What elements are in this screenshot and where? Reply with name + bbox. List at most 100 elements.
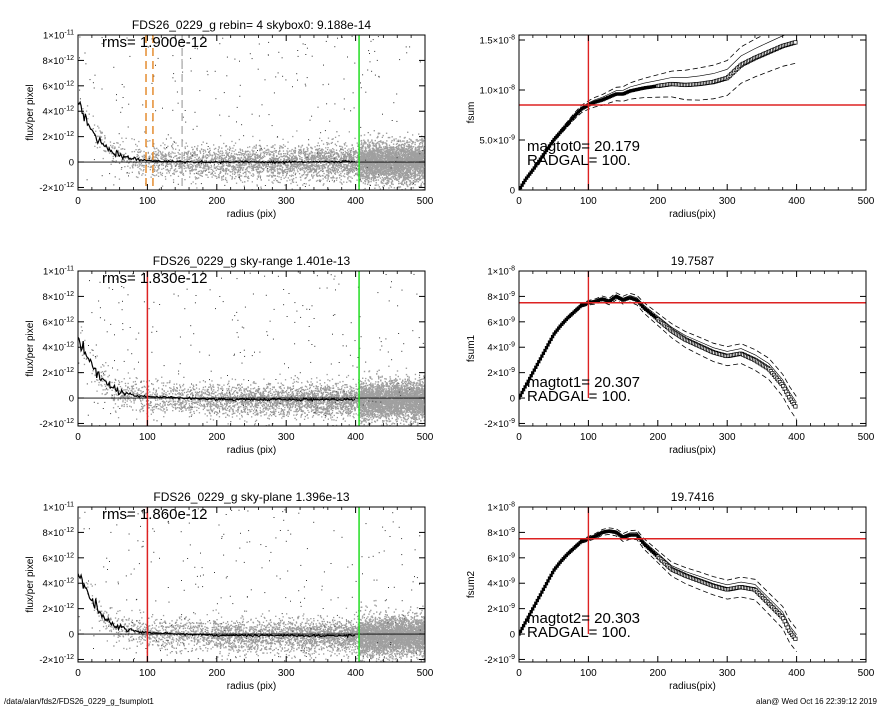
- scatter-point: [210, 158, 213, 160]
- scatter-point: [177, 175, 180, 177]
- scatter-point: [217, 153, 219, 156]
- scatter-point: [422, 140, 424, 143]
- scatter-point: [362, 166, 364, 168]
- scatter-point: [273, 179, 275, 182]
- scatter-point: [260, 158, 262, 160]
- scatter-point: [173, 170, 175, 172]
- scatter-point: [189, 156, 191, 158]
- scatter-point: [292, 164, 294, 166]
- scatter-point: [278, 171, 280, 174]
- scatter-point: [332, 171, 335, 173]
- scatter-point: [378, 165, 380, 168]
- scatter-point: [226, 164, 228, 166]
- scatter-point: [385, 153, 387, 155]
- scatter-point: [316, 174, 318, 177]
- scatter-point: [239, 163, 242, 165]
- scatter-point: [409, 148, 411, 150]
- scatter-point: [234, 149, 237, 151]
- scatter-point: [212, 160, 214, 162]
- scatter-point: [399, 182, 401, 184]
- scatter-point: [343, 168, 345, 171]
- scatter-point: [340, 164, 342, 166]
- scatter-point: [253, 158, 256, 161]
- scatter-point: [198, 157, 200, 159]
- scatter-point: [252, 153, 255, 155]
- scatter-point: [291, 179, 294, 181]
- scatter-point: [122, 154, 124, 156]
- scatter-point: [324, 158, 326, 161]
- scatter-point: [421, 144, 424, 146]
- scatter-point: [193, 159, 195, 161]
- scatter-point: [374, 177, 377, 179]
- scatter-point: [323, 152, 325, 154]
- scatter-point: [318, 145, 320, 147]
- scatter-point: [153, 164, 155, 166]
- scatter-point: [347, 164, 350, 166]
- scatter-point: [381, 153, 384, 155]
- scatter-point: [137, 149, 140, 151]
- scatter-point: [407, 157, 409, 159]
- scatter-point: [338, 165, 340, 167]
- scatter-point: [321, 166, 323, 168]
- scatter-point: [361, 166, 363, 169]
- scatter-point: [415, 158, 417, 160]
- scatter-point: [191, 146, 193, 148]
- scatter-point: [131, 171, 133, 173]
- scatter-point: [326, 163, 328, 165]
- scatter-point: [411, 147, 413, 150]
- scatter-point: [253, 169, 255, 171]
- scatter-point: [131, 151, 133, 153]
- scatter-point: [121, 148, 124, 150]
- scatter-point: [350, 153, 352, 156]
- scatter-point: [410, 173, 412, 175]
- scatter-point: [235, 182, 238, 184]
- scatter-point: [161, 174, 163, 177]
- scatter-point: [135, 143, 137, 146]
- scatter-point: [379, 167, 381, 170]
- scatter-point: [239, 175, 241, 177]
- scatter-point: [202, 155, 205, 157]
- scatter-point: [133, 161, 135, 164]
- scatter-point: [354, 156, 356, 158]
- scatter-point: [263, 167, 265, 170]
- scatter-point: [324, 160, 326, 162]
- scatter-point: [222, 175, 225, 177]
- scatter-point: [149, 169, 151, 171]
- scatter-point: [359, 157, 361, 159]
- scatter-point: [216, 177, 218, 179]
- scatter-point: [187, 152, 189, 154]
- scatter-point: [201, 156, 204, 159]
- scatter-point: [393, 169, 395, 172]
- scatter-point: [169, 158, 171, 161]
- scatter-point: [260, 166, 263, 168]
- scatter-point: [378, 143, 380, 145]
- scatter-point: [243, 155, 245, 157]
- scatter-point: [306, 174, 308, 176]
- scatter-point: [191, 167, 193, 169]
- scatter-point: [190, 166, 192, 168]
- scatter-point: [233, 150, 235, 153]
- scatter-point: [344, 155, 346, 157]
- scatter-point: [113, 160, 115, 163]
- scatter-point: [249, 158, 252, 161]
- scatter-point: [357, 158, 359, 160]
- scatter-point: [160, 162, 163, 164]
- scatter-point: [189, 171, 191, 173]
- scatter-point: [228, 151, 230, 154]
- scatter-point: [213, 151, 215, 154]
- scatter-point: [267, 159, 270, 162]
- scatter-point: [255, 159, 257, 161]
- scatter-point: [258, 171, 260, 173]
- scatter-point: [202, 162, 204, 164]
- scatter-point: [353, 170, 355, 172]
- scatter-point: [116, 142, 118, 144]
- scatter-point: [167, 145, 169, 147]
- scatter-point: [366, 156, 368, 158]
- scatter-point: [328, 151, 330, 153]
- scatter-point: [293, 157, 295, 160]
- scatter-point: [291, 167, 294, 169]
- scatter-point: [347, 168, 349, 170]
- scatter-point: [241, 163, 243, 166]
- scatter-point: [362, 168, 365, 170]
- scatter-point: [100, 132, 102, 134]
